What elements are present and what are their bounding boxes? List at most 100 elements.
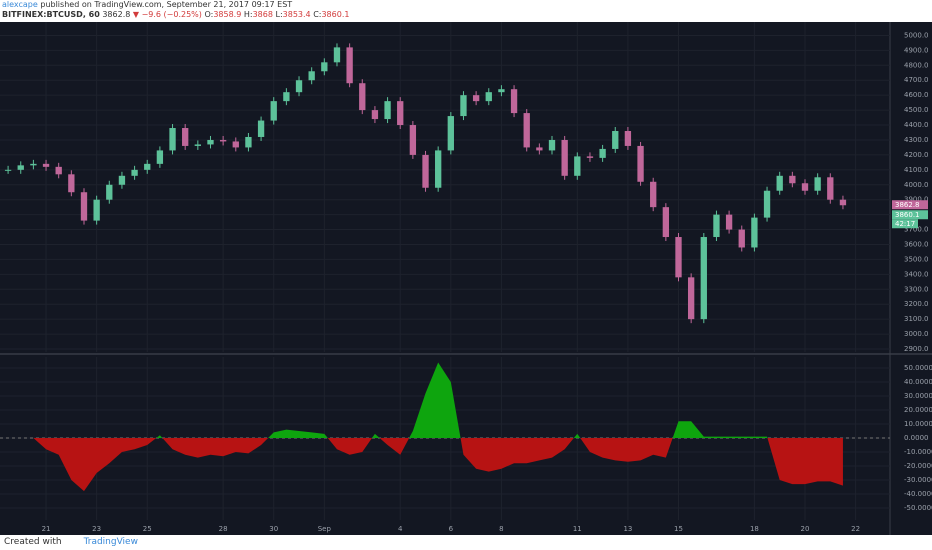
published: published on TradingView.com, September … — [40, 0, 293, 9]
y-tick-label: 3700.0 — [904, 226, 929, 234]
last-tag — [892, 200, 928, 210]
candle — [194, 144, 201, 146]
candle — [30, 163, 37, 166]
candle — [485, 92, 492, 102]
y-tick-label: 10.0000 — [904, 420, 932, 428]
candle — [814, 177, 821, 191]
y-tick-label: 4500.0 — [904, 106, 929, 114]
y-tick-label: 3400.0 — [904, 270, 929, 278]
candle — [827, 177, 834, 200]
y-tick-label: 4700.0 — [904, 76, 929, 84]
y-tick-label: 0.0000 — [904, 434, 929, 442]
y-tick-label: 30.0000 — [904, 392, 932, 400]
candle — [536, 147, 543, 151]
y-tick-label: 20.0000 — [904, 406, 932, 414]
y-tick-label: 3200.0 — [904, 300, 929, 308]
candle — [106, 184, 113, 200]
candle — [687, 277, 695, 320]
symbol: BITFINEX:BTCUSD, 60 — [2, 10, 100, 19]
y-tick-label: 3000.0 — [904, 330, 929, 338]
candle — [460, 95, 467, 117]
y-tick-label: -30.0000 — [904, 476, 932, 484]
candle — [738, 229, 745, 248]
candle — [801, 183, 809, 191]
candle — [612, 131, 619, 149]
y-tick-label: 3600.0 — [904, 240, 929, 248]
countdown: 42:17 — [895, 220, 915, 228]
y-tick-label: 40.0000 — [904, 378, 932, 386]
candle — [384, 101, 391, 120]
o-label: O: — [204, 10, 214, 19]
footer: Created with TradingView — [4, 537, 138, 547]
candle — [219, 139, 227, 142]
candle — [346, 47, 353, 84]
candle — [472, 95, 480, 102]
candle — [700, 237, 707, 320]
candle — [295, 80, 303, 93]
area-positive — [8, 362, 843, 439]
x-tick-label: 28 — [219, 525, 228, 533]
x-tick-label: 13 — [623, 525, 632, 533]
candle — [232, 141, 239, 148]
y-tick-label: 4400.0 — [904, 121, 929, 129]
candle — [118, 175, 126, 185]
candle — [839, 199, 847, 206]
candle — [4, 169, 12, 171]
candle — [586, 156, 594, 158]
y-tick-label: 3100.0 — [904, 315, 929, 323]
candle — [447, 116, 454, 151]
candle — [371, 110, 379, 120]
candle — [650, 181, 657, 208]
candle — [308, 71, 315, 81]
created: Created with — [4, 537, 62, 547]
candle — [17, 165, 24, 170]
x-tick-label: 4 — [398, 525, 403, 533]
last: 3862.8 — [102, 10, 131, 19]
close-tag — [892, 210, 928, 220]
candle — [182, 128, 189, 146]
y-tick-label: 5000.0 — [904, 31, 929, 39]
candle — [637, 145, 644, 182]
close-price: 3860.1 — [895, 211, 920, 219]
y-tick-label: -10.0000 — [904, 448, 932, 456]
y-tick-label: -20.0000 — [904, 462, 932, 470]
candle — [131, 169, 138, 176]
open: 3858.9 — [213, 10, 242, 19]
candle — [776, 175, 783, 191]
x-tick-label: 30 — [269, 525, 278, 533]
x-tick-label: 21 — [42, 525, 51, 533]
y-tick-label: 4600.0 — [904, 91, 929, 99]
countdown-tag — [892, 219, 918, 229]
y-tick-label: 4000.0 — [904, 181, 929, 189]
chart: 2900.0 3000.0 3100.0 3200.0 3300.0 3400.0 3500… — [0, 22, 932, 535]
y-tick-label: 4900.0 — [904, 46, 929, 54]
x-tick-label: 22 — [851, 525, 860, 533]
candle — [409, 125, 417, 155]
candle — [359, 83, 366, 111]
candle — [662, 207, 670, 238]
candle — [93, 199, 100, 221]
candle — [207, 139, 214, 145]
y-tick-label: 3900.0 — [904, 196, 929, 204]
candle — [42, 163, 50, 167]
x-tick-label: 20 — [801, 525, 810, 533]
y-tick-label: 4300.0 — [904, 136, 929, 144]
close: 3860.1 — [321, 10, 350, 19]
candle — [283, 92, 290, 102]
x-tick-label: 8 — [499, 525, 503, 533]
candle — [763, 190, 771, 218]
h-label: H: — [243, 10, 253, 19]
y-tick-label: 4100.0 — [904, 166, 929, 174]
y-tick-label: 50.0000 — [904, 364, 932, 372]
x-tick-label: 6 — [449, 525, 454, 533]
brand: TradingView — [83, 537, 138, 547]
candle — [713, 214, 720, 238]
candle — [144, 163, 151, 170]
candle — [270, 101, 277, 121]
x-tick-label: 15 — [674, 525, 683, 533]
area-negative — [33, 438, 843, 492]
y-tick-label: -50.0000 — [904, 504, 932, 512]
y-tick-label: -40.0000 — [904, 490, 932, 498]
c-label: C: — [313, 10, 322, 19]
